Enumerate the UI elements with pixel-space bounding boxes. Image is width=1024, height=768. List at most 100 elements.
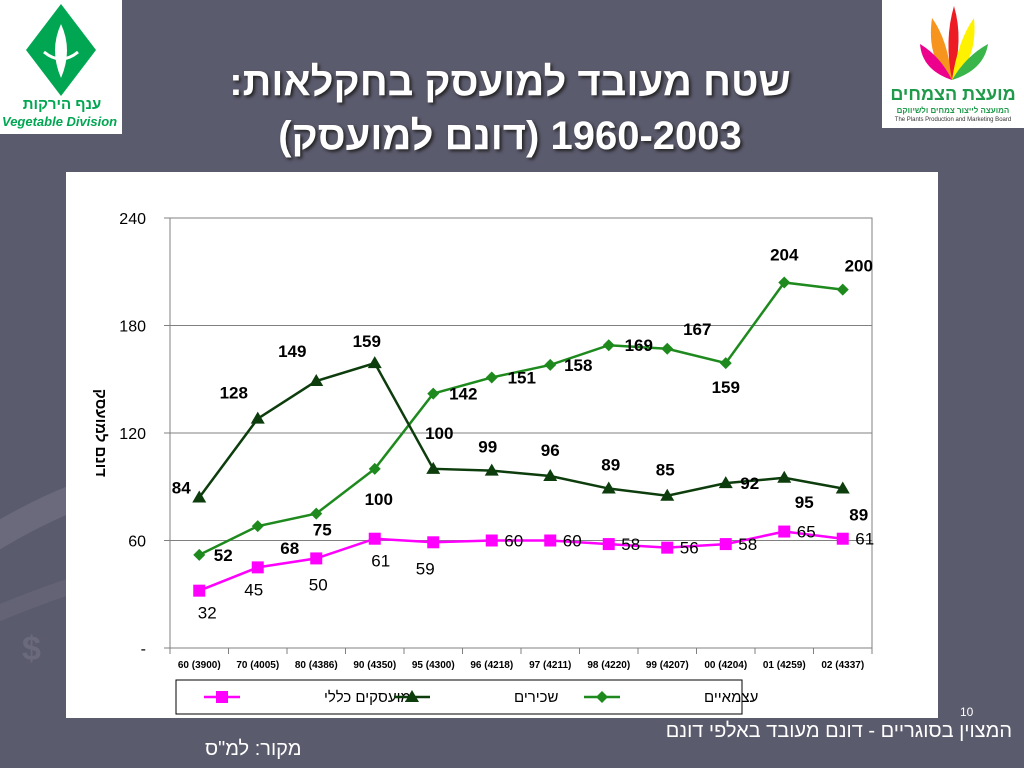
leaf-diamond-icon [26, 4, 96, 96]
data-label-2-11: 61 [855, 530, 874, 549]
x-tick-label: 98 (4220) [587, 660, 630, 671]
data-point-2-11 [836, 532, 849, 545]
data-label-2-3: 61 [371, 552, 390, 571]
data-label-1-8: 85 [656, 461, 675, 480]
data-point-2-6 [544, 534, 557, 547]
data-point-0-4 [427, 387, 440, 400]
data-point-1-10 [777, 470, 792, 483]
vegetable-division-hebrew: ענף הירקות [22, 96, 102, 113]
y-tick-label: - [141, 641, 146, 658]
data-label-2-0: 32 [198, 604, 217, 623]
legend-label-1: שכירים [514, 689, 559, 706]
data-label-2-7: 58 [621, 535, 640, 554]
data-label-1-0: 84 [172, 479, 191, 498]
flower-icon [920, 6, 988, 80]
svg-text:$: $ [22, 630, 41, 668]
data-label-1-11: 89 [849, 506, 868, 525]
data-label-0-9: 159 [712, 378, 740, 397]
x-tick-label: 60 (3900) [178, 660, 221, 671]
data-point-2-10 [778, 525, 791, 538]
y-tick-label: 60 [128, 534, 146, 551]
y-axis-label: דונם למועסק [92, 389, 109, 477]
data-label-1-7: 89 [601, 456, 620, 475]
data-label-2-2: 50 [309, 575, 328, 594]
data-label-1-10: 95 [795, 493, 814, 512]
data-label-2-4: 59 [416, 559, 435, 578]
legend-marker-0 [596, 691, 608, 703]
y-tick-label: 240 [119, 211, 146, 228]
x-tick-label: 96 (4218) [470, 660, 513, 671]
x-tick-label: 80 (4386) [295, 660, 338, 671]
x-tick-label: 99 (4207) [646, 660, 689, 671]
data-point-2-8 [661, 541, 674, 554]
data-point-0-2 [310, 507, 323, 520]
legend-marker-1 [405, 690, 419, 702]
data-label-1-1: 128 [220, 384, 248, 403]
x-tick-label: 97 (4211) [529, 660, 571, 671]
plants-board-sub-hebrew: המועצה לייצור צמחים ולשיווקם [896, 106, 1010, 115]
data-label-0-1: 68 [280, 539, 299, 558]
data-label-0-8: 167 [683, 320, 711, 339]
data-point-2-9 [719, 538, 732, 551]
data-label-1-9: 92 [740, 474, 759, 493]
data-label-1-3: 159 [353, 332, 381, 351]
plants-board-english: The Plants Production and Marketing Boar… [894, 117, 1012, 123]
y-tick-label: 120 [119, 426, 146, 443]
x-tick-label: 95 (4300) [412, 660, 455, 671]
data-point-2-4 [427, 536, 440, 549]
data-point-0-1 [251, 520, 264, 533]
data-point-1-3 [367, 356, 382, 369]
vegetable-division-logo: ענף הירקות Vegetable Division [0, 0, 122, 134]
data-label-0-0: 52 [214, 546, 233, 565]
data-point-1-4 [426, 461, 441, 474]
x-tick-label: 90 (4350) [353, 660, 396, 671]
data-point-0-6 [544, 358, 557, 371]
data-point-2-7 [602, 538, 615, 551]
page-number: 10 [960, 705, 974, 719]
data-label-2-8: 56 [680, 539, 699, 558]
data-label-0-7: 169 [625, 336, 653, 355]
footnote: המצוין בסוגריים - דונם מעובד באלפי דונם [665, 720, 1012, 742]
series-line-0 [198, 281, 843, 556]
data-point-0-7 [602, 339, 615, 352]
data-point-2-1 [251, 561, 264, 574]
data-point-2-3 [368, 532, 381, 545]
x-tick-label: 02 (4337) [821, 660, 864, 671]
data-point-0-9 [719, 357, 732, 370]
legend-label-0: עצמאיים [704, 689, 758, 706]
data-point-2-2 [310, 552, 323, 565]
data-point-2-0 [193, 584, 206, 597]
data-point-1-11 [835, 481, 850, 494]
data-label-0-5: 151 [508, 368, 536, 387]
data-label-2-9: 58 [738, 535, 757, 554]
y-tick-label: 180 [119, 319, 146, 336]
data-label-1-6: 96 [541, 441, 560, 460]
data-point-1-0 [192, 490, 207, 503]
data-point-1-1 [250, 411, 265, 424]
legend-label-2: מועסקים כללי [324, 689, 411, 706]
x-tick-label: 00 (4204) [704, 660, 747, 671]
plants-board-hebrew: מועצת הצמחים [890, 84, 1016, 104]
data-label-1-4: 100 [425, 424, 453, 443]
chart-panel: - 60 120 180 240 60 (3900) 70 (4005) 80 (4386) 9… [66, 172, 938, 718]
x-tick-label: 01 (4259) [763, 660, 806, 671]
data-label-2-5: 60 [504, 532, 523, 551]
data-label-2-1: 45 [244, 580, 263, 599]
x-tick-label: 70 (4005) [236, 660, 279, 671]
legend-marker-2 [216, 691, 228, 703]
slide-title: שטח מעובד למועסק בחקלאות: 1960-2003 (דונ… [130, 55, 890, 163]
data-label-0-3: 100 [365, 490, 393, 509]
data-point-0-11 [836, 283, 849, 296]
data-point-0-8 [661, 342, 674, 355]
data-point-1-5 [484, 463, 499, 476]
series-line-1 [198, 361, 843, 499]
data-label-1-5: 99 [478, 438, 497, 457]
data-point-2-5 [485, 534, 498, 547]
plants-board-logo: מועצת הצמחים המועצה לייצור צמחים ולשיווק… [882, 0, 1024, 128]
vegetable-division-english: Vegetable Division [2, 114, 118, 129]
data-label-0-6: 158 [564, 356, 592, 375]
data-label-0-11: 200 [845, 257, 873, 276]
data-point-0-3 [368, 462, 381, 475]
data-label-2-10: 65 [797, 523, 816, 542]
data-point-1-7 [601, 481, 616, 494]
